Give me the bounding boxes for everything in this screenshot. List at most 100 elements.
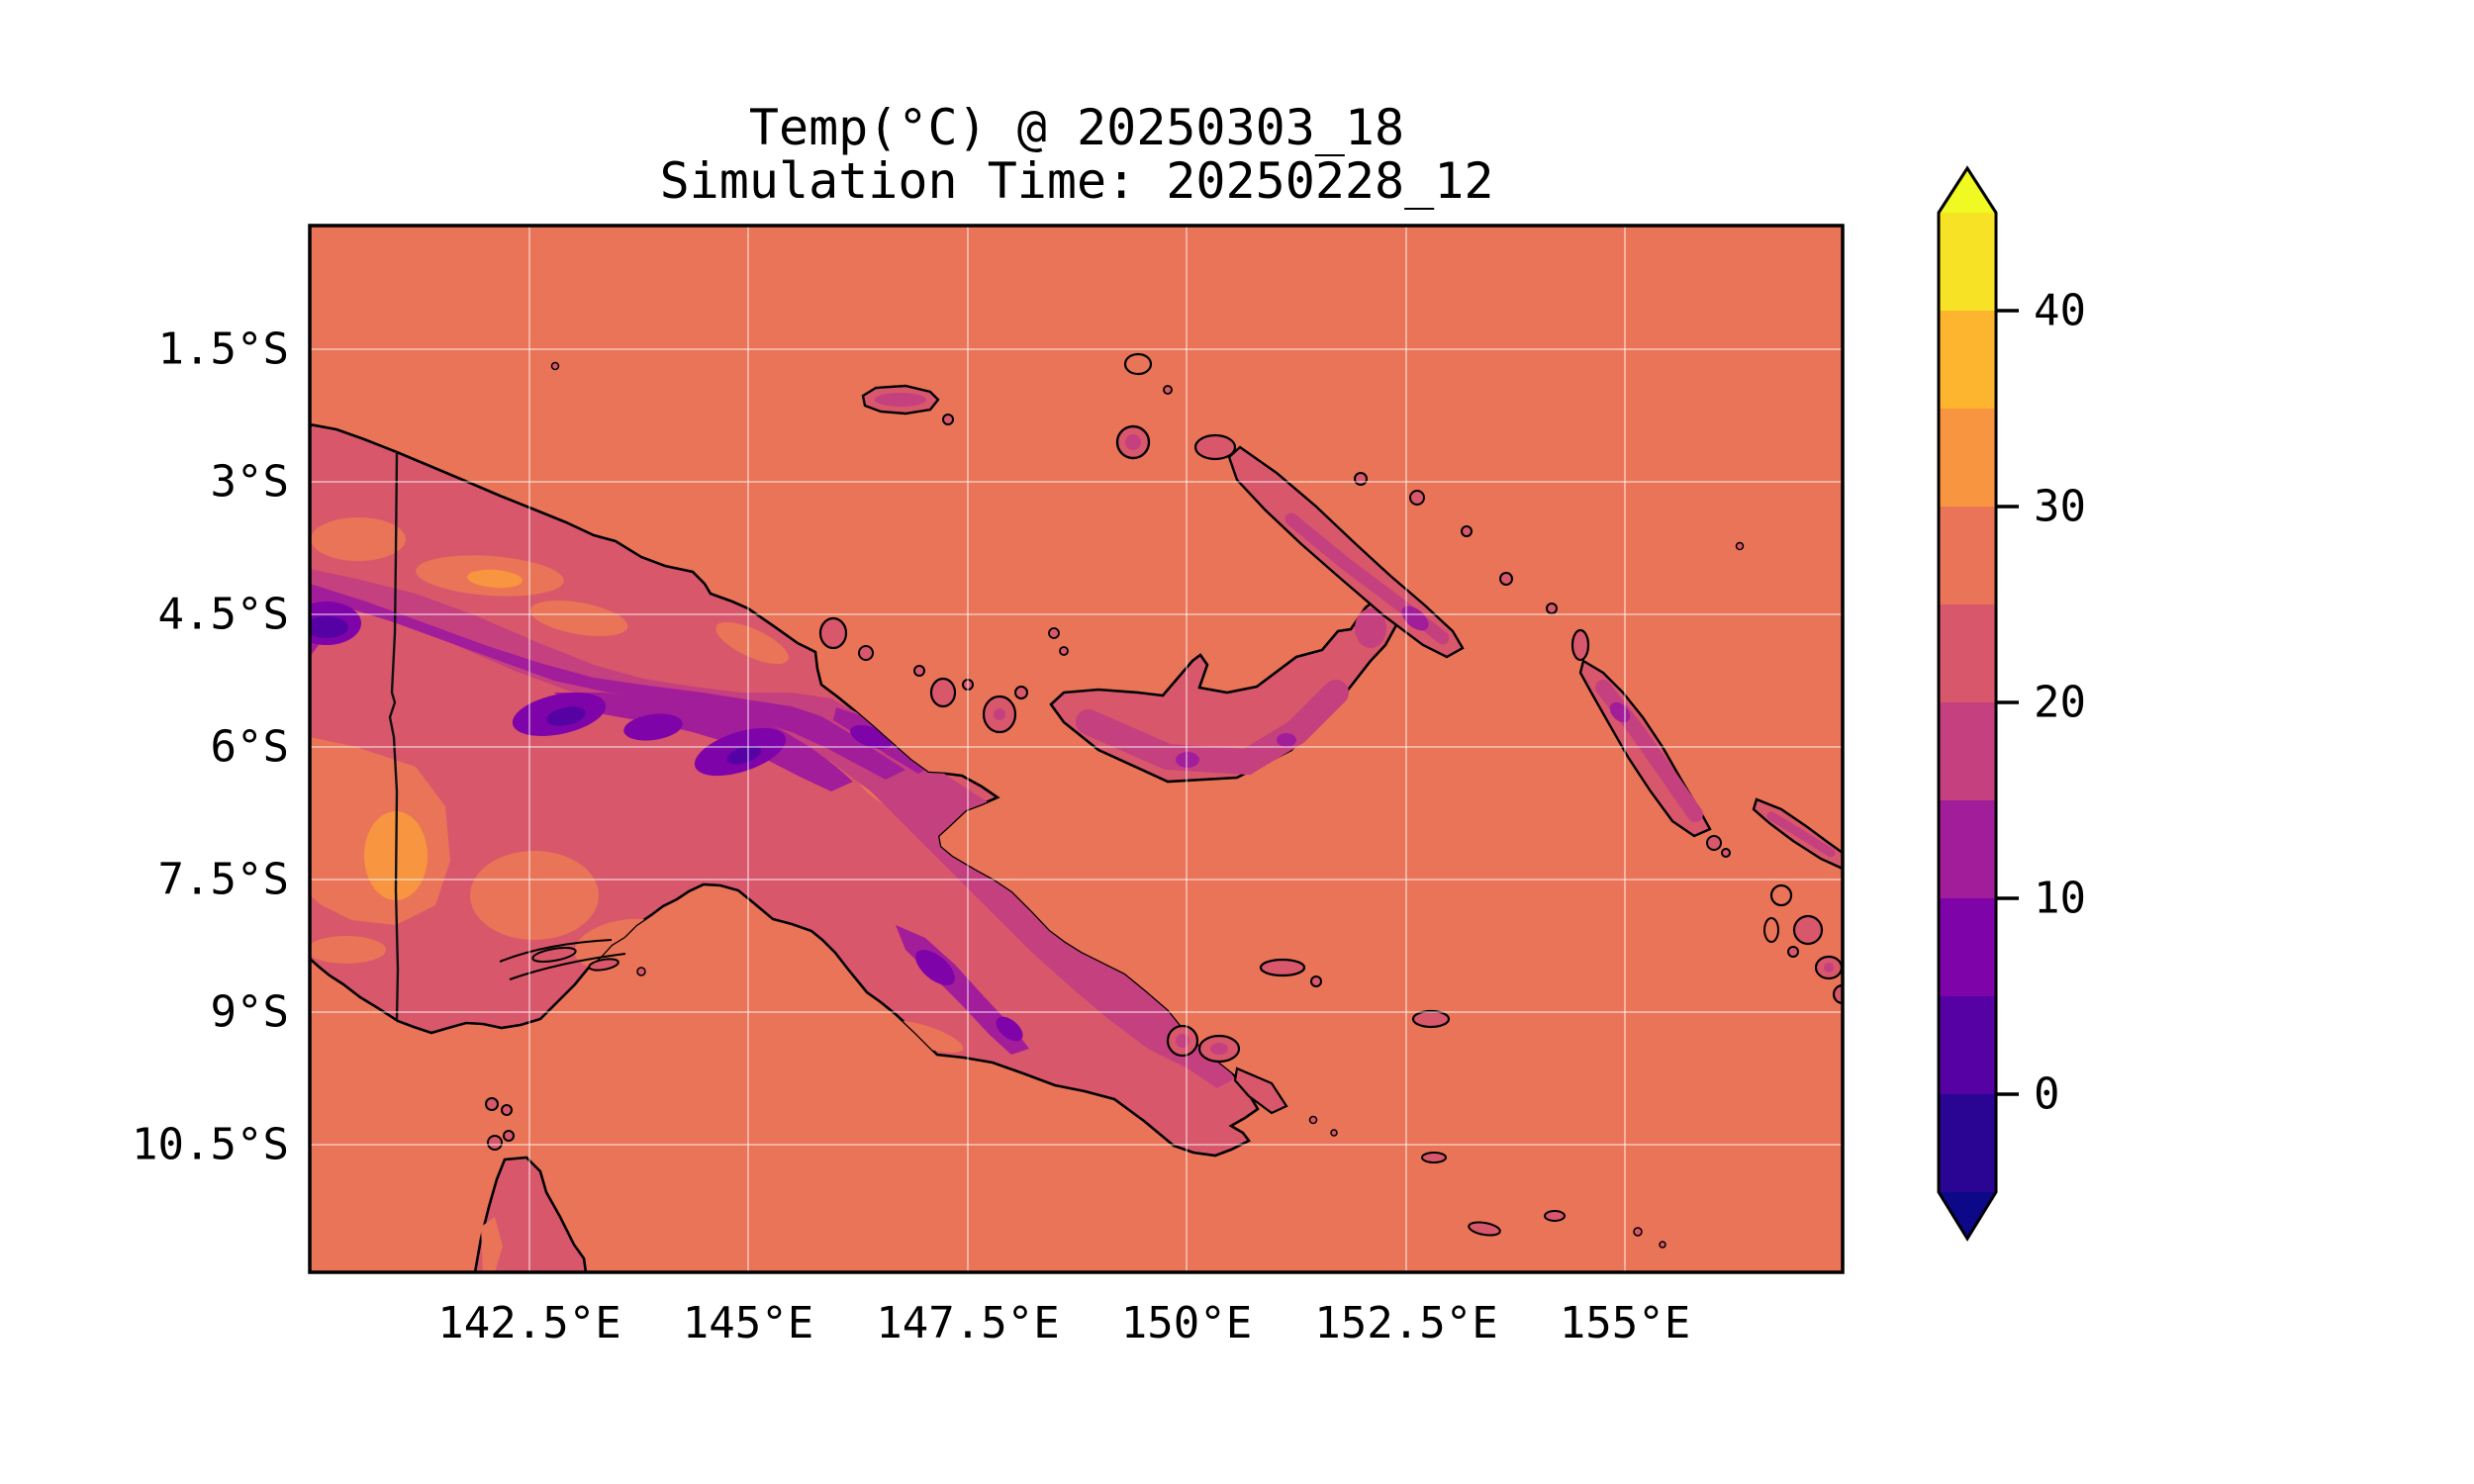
- cbar-label-0: 0: [2034, 1069, 2060, 1120]
- contour-cold-core-wilhelm: [726, 745, 762, 765]
- coastline-cape-york: [473, 1156, 588, 1272]
- island-crown: [913, 665, 925, 677]
- plot-title: Temp(°C) @ 20250303_18: [749, 99, 1404, 156]
- x-axis: 142.5°E 145°E 147.5°E 150°E 152.5°E 155°…: [437, 1298, 1690, 1348]
- island-lihir: [1409, 490, 1425, 506]
- island-new-hanover: [1193, 433, 1237, 461]
- islands-milne-bay: [1166, 958, 1666, 1249]
- mainland-temperature-contours: [310, 517, 1235, 1088]
- contour-new-georgia: [1824, 963, 1834, 973]
- islands-solomons: [1570, 541, 1843, 1005]
- island-edge-clip: [1832, 983, 1843, 1005]
- fly-delta-islet: [636, 967, 646, 976]
- contour-owen-stanley-peak2: [996, 1016, 1023, 1042]
- contour-mussau: [1125, 434, 1141, 450]
- island-vella: [1769, 883, 1793, 907]
- contour-cold-core-star: [546, 706, 586, 726]
- contour-umboi: [994, 708, 1005, 720]
- y-tick-label-10.5s: 10.5°S: [132, 1120, 289, 1170]
- contour-cape-york-warm: [481, 1217, 503, 1272]
- contour-new-britain-spine: [1076, 680, 1349, 776]
- island-feni: [1499, 572, 1513, 586]
- landmass-new-guinea: [310, 422, 1260, 1158]
- islet-southeast1: [1633, 1227, 1643, 1237]
- island-tolokiwa: [962, 679, 974, 691]
- cbar-label-20: 20: [2034, 678, 2086, 728]
- contour-kubor: [623, 713, 683, 741]
- island-bagabag: [858, 645, 874, 661]
- contour-border-warm: [311, 517, 406, 561]
- island-trobriand: [1259, 958, 1306, 977]
- contour-gazelle: [1355, 608, 1386, 648]
- contour-ramu-valley: [715, 621, 789, 665]
- contour-choiseul: [1766, 811, 1836, 858]
- cbar-outline: [1937, 165, 1998, 1242]
- cbar-seg-40-45: [1939, 213, 1996, 311]
- contour-gulf-lowland: [470, 851, 599, 940]
- island-tanga: [1461, 525, 1473, 537]
- contour-new-britain-peak1: [1176, 752, 1199, 768]
- cbar-seg-30-35: [1939, 409, 1996, 507]
- x-tick-label-155e: 155°E: [1560, 1298, 1690, 1348]
- y-tick-label-6s: 6°S: [211, 722, 289, 773]
- cbar-seg-10-15: [1939, 800, 1996, 898]
- x-tick-label-150e: 150°E: [1121, 1298, 1252, 1348]
- contour-fergusson: [1210, 1043, 1228, 1055]
- island-rossel: [1544, 1210, 1566, 1222]
- islet-kitava: [1310, 975, 1322, 987]
- contour-south-warm: [310, 936, 386, 964]
- island-normanby: [1233, 1067, 1288, 1115]
- contour-owen-stanley-peak: [915, 950, 955, 985]
- cbar-seg-15-20: [1939, 702, 1996, 800]
- cbar-tick-marks: [1996, 309, 2019, 1096]
- cbar-seg-m5-0: [1939, 1094, 1996, 1192]
- islet-manus-east: [942, 414, 954, 425]
- cbar-label-10: 10: [2034, 874, 2086, 924]
- fly-delta-island: [531, 946, 577, 964]
- island-tagula: [1468, 1221, 1501, 1237]
- torres-islet: [487, 1135, 503, 1151]
- fly-delta-island2: [588, 958, 619, 972]
- cbar-seg-5-10: [1939, 898, 1996, 996]
- islet-north2: [1163, 385, 1173, 395]
- contour-cold-core-west: [310, 616, 348, 638]
- torres-islet3: [485, 1097, 499, 1111]
- contour-new-ireland-peak: [1401, 605, 1429, 631]
- island-sakar: [1014, 686, 1028, 699]
- island-misima: [1421, 1152, 1447, 1163]
- island-ranongga: [1763, 917, 1779, 943]
- y-tick-label-7.5s: 7.5°S: [158, 855, 289, 905]
- y-tick-label-3s: 3°S: [211, 457, 289, 508]
- y-tick-label-4.5s: 4.5°S: [158, 590, 289, 640]
- island-karkar: [818, 616, 848, 650]
- contour-hot-core2: [467, 569, 523, 589]
- islet-vitu2: [1059, 646, 1069, 656]
- contour-new-britain-peak2: [1277, 733, 1296, 747]
- contour-bougainville-peak: [1609, 701, 1631, 723]
- islet-new-georgia1: [1787, 946, 1799, 958]
- y-axis: 1.5°S 3°S 4.5°S 6°S 7.5°S 9°S 10.5°S: [132, 325, 289, 1170]
- island-woodlark: [1411, 1009, 1451, 1029]
- islet-vitu1: [1048, 627, 1060, 639]
- map-plot-area: [310, 226, 1843, 1272]
- cbar-seg-0-5: [1939, 996, 1996, 1094]
- cbar-label-40: 40: [2034, 286, 2086, 336]
- fly-delta-channel: [499, 939, 613, 963]
- island-new-ireland: [1193, 433, 1558, 659]
- x-tick-label-152.5e: 152.5°E: [1314, 1298, 1497, 1348]
- torres-islet2: [503, 1130, 515, 1142]
- fly-delta-channel2: [509, 953, 626, 980]
- torres-islet4: [501, 1104, 513, 1116]
- plot-frame: [308, 224, 1845, 1274]
- cbar-seg-20-25: [1939, 604, 1996, 702]
- island-kolombangara: [1792, 914, 1824, 946]
- island-new-britain: [1049, 592, 1399, 784]
- contour-warm-patch: [529, 601, 628, 636]
- x-tick-label-142.5e: 142.5°E: [437, 1298, 620, 1348]
- political-border-141e: [388, 451, 400, 1021]
- colorbar: 40 30 20 10 0: [1937, 165, 2086, 1242]
- cbar-seg-25-30: [1939, 507, 1996, 604]
- islet-north-sea: [550, 361, 560, 371]
